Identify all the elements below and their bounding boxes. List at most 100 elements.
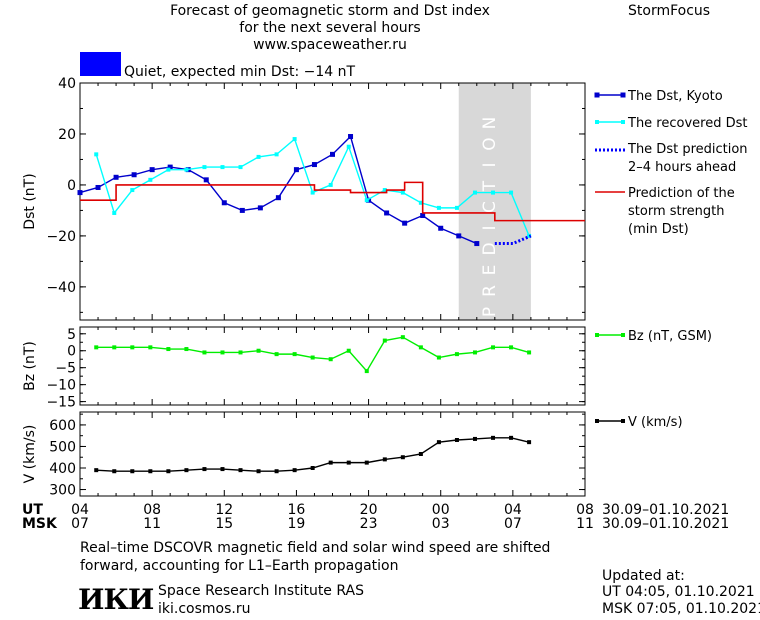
data-point-recovered	[94, 152, 99, 157]
brand-name: StormFocus	[628, 3, 711, 19]
data-point-recovered	[400, 190, 405, 195]
data-point-bz	[346, 348, 351, 353]
legend-label: (min Dst)	[628, 222, 689, 237]
data-point-bz	[491, 345, 496, 350]
data-point-v	[310, 466, 315, 470]
data-point-v	[418, 452, 423, 456]
data-point-recovered	[220, 165, 225, 170]
data-point-bz	[274, 352, 279, 357]
data-point-recovered	[292, 137, 297, 142]
data-point-dst	[311, 162, 317, 168]
legend-label: storm strength	[628, 204, 725, 219]
data-point-bz	[112, 345, 117, 350]
data-point-dst	[384, 210, 390, 216]
data-point-bz	[310, 355, 315, 360]
data-point-bz	[382, 338, 387, 343]
data-point-bz	[202, 350, 207, 355]
status-label: Quiet, expected min Dst: −14 nT	[124, 64, 356, 80]
prediction-label-letter: E	[480, 265, 500, 276]
data-point-recovered	[310, 190, 315, 195]
data-point-dst	[330, 151, 335, 157]
y-tick-label: −40	[46, 280, 76, 296]
data-point-bz	[292, 352, 297, 357]
ut-axis-prefix: UT	[22, 502, 43, 518]
x-tick-label-msk: 11	[143, 516, 161, 532]
y-tick-label: 40	[58, 76, 76, 92]
data-point-recovered	[274, 152, 279, 157]
data-point-recovered	[130, 188, 135, 193]
x-tick-label-ut: 04	[71, 502, 89, 518]
data-point-dst	[420, 213, 426, 219]
data-point-recovered	[509, 190, 514, 195]
prediction-label-letter: D	[480, 242, 500, 255]
chart-title-line1: Forecast of geomagnetic storm and Dst in…	[170, 3, 490, 19]
data-point-recovered	[256, 154, 261, 159]
legend-label: Prediction of the	[628, 186, 735, 201]
data-point-v	[220, 467, 225, 472]
data-point-recovered	[382, 188, 387, 193]
data-point-dst	[77, 190, 83, 196]
data-point-v	[509, 435, 514, 440]
msk-date-range: 30.09–01.10.2021	[602, 516, 730, 532]
legend-label: The Dst prediction	[627, 142, 748, 157]
data-point-bz	[328, 357, 333, 362]
prediction-label-letter: P	[480, 307, 500, 317]
prediction-label-letter: I	[480, 162, 500, 167]
legend-marker	[595, 333, 599, 337]
data-point-v	[436, 440, 441, 445]
ut-date-range: 30.09–01.10.2021	[602, 502, 730, 518]
data-point-recovered	[418, 200, 423, 205]
panel-frame	[79, 411, 586, 497]
data-point-v	[527, 440, 532, 445]
data-point-v	[112, 469, 117, 474]
legend-marker	[595, 419, 599, 423]
data-point-bz	[527, 350, 532, 355]
data-point-recovered	[346, 144, 351, 149]
x-tick-label-msk: 07	[504, 516, 522, 532]
updated-label: Updated at:	[602, 568, 685, 584]
x-tick-label-msk: 03	[432, 516, 450, 532]
institute-name[interactable]: Space Research Institute RAS	[158, 583, 364, 599]
prediction-label-letter: T	[480, 180, 500, 192]
legend-marker	[621, 120, 625, 124]
x-tick-label-msk: 23	[360, 516, 378, 532]
data-point-recovered	[148, 177, 153, 182]
x-tick-label-msk: 11	[576, 516, 594, 532]
institute-site-link[interactable]: iki.cosmos.ru	[158, 601, 251, 617]
series-line-storm-strength	[80, 181, 585, 222]
series-line-bz	[96, 336, 530, 373]
data-point-bz	[166, 347, 171, 352]
data-point-v	[364, 460, 369, 465]
data-point-recovered	[112, 210, 117, 215]
data-point-bz	[418, 345, 423, 350]
data-point-v	[202, 467, 207, 472]
data-point-bz	[184, 347, 189, 352]
prediction-label-letter: O	[480, 137, 500, 150]
legend-marker	[594, 92, 600, 98]
data-point-bz	[130, 345, 135, 350]
legend-label: The recovered Dst	[627, 116, 747, 131]
data-point-v	[346, 460, 351, 465]
data-point-dst	[221, 200, 227, 206]
y-tick-label: −10	[46, 378, 76, 394]
data-point-v	[292, 468, 297, 473]
data-point-bz	[94, 345, 99, 350]
legend-label: Bz (nT, GSM)	[628, 329, 712, 344]
data-point-recovered	[238, 165, 243, 170]
legend-label: The Dst, Kyoto	[627, 89, 723, 104]
prediction-label-letter: I	[480, 225, 500, 230]
y-tick-label: 0	[67, 178, 76, 194]
data-point-v	[184, 468, 189, 473]
y-tick-label: 500	[49, 439, 76, 455]
x-tick-label-ut: 00	[432, 502, 450, 518]
data-point-recovered	[472, 190, 477, 195]
data-point-bz	[256, 348, 261, 353]
data-point-v	[472, 436, 477, 441]
prediction-band	[458, 83, 531, 320]
data-point-dst	[456, 233, 462, 239]
data-point-dst	[402, 220, 408, 226]
x-tick-label-msk: 19	[288, 516, 306, 532]
data-point-bz	[509, 345, 514, 350]
data-point-v	[256, 469, 261, 474]
